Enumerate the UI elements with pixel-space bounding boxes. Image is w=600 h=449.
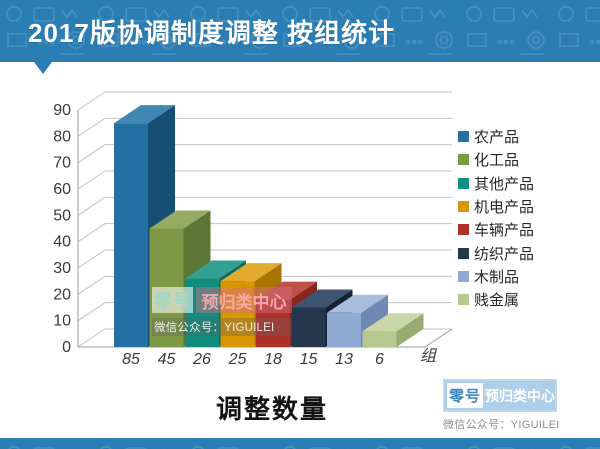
footer-strip bbox=[0, 438, 600, 449]
legend-item-贱金属: 贱金属 bbox=[458, 288, 534, 311]
bar-top-化工品 bbox=[149, 210, 211, 229]
bar-top-车辆产品 bbox=[256, 281, 317, 300]
x-value-label: 85 bbox=[122, 351, 140, 368]
legend-label: 贱金属 bbox=[474, 292, 520, 310]
corner-logo-caption: 微信公众号：YIGUILEI bbox=[443, 419, 560, 431]
gridline-depth-tick bbox=[77, 249, 106, 269]
legend-swatch bbox=[458, 154, 469, 166]
y-tick-label: 90 bbox=[53, 102, 71, 119]
watermark-caption: 微信公众号：YIGUILEI bbox=[152, 318, 292, 336]
gridline-depth-tick bbox=[77, 328, 106, 348]
bar-top-农产品 bbox=[114, 105, 175, 124]
corner-logo: 零号 预归类中心 bbox=[443, 379, 557, 412]
legend-item-其他产品: 其他产品 bbox=[458, 172, 534, 195]
legend-item-机电产品: 机电产品 bbox=[458, 195, 534, 218]
y-tick-label: 10 bbox=[53, 313, 71, 330]
gridline-depth-tick bbox=[77, 117, 106, 137]
y-tick-label: 50 bbox=[53, 207, 71, 224]
bar-农产品 bbox=[114, 123, 148, 347]
bar-木制品 bbox=[327, 312, 361, 347]
y-tick-label: 80 bbox=[53, 128, 71, 145]
legend-item-车辆产品: 车辆产品 bbox=[458, 218, 534, 241]
chart-legend: 农产品化工品其他产品机电产品车辆产品纺织产品木制品贱金属 bbox=[458, 125, 534, 311]
legend-swatch bbox=[458, 201, 469, 213]
gridline-depth-tick bbox=[77, 275, 106, 295]
gridline-depth-tick bbox=[77, 302, 106, 322]
legend-item-化工品: 化工品 bbox=[458, 148, 534, 171]
x-value-label: 18 bbox=[264, 351, 282, 368]
bar-车辆产品 bbox=[256, 299, 290, 347]
x-value-label: 6 bbox=[375, 351, 384, 368]
watermark-badge-secondary: 预归类中心 bbox=[196, 287, 292, 313]
legend-label: 机电产品 bbox=[474, 199, 535, 217]
legend-swatch bbox=[458, 131, 469, 143]
bar-top-纺织产品 bbox=[291, 289, 353, 308]
legend-swatch bbox=[458, 224, 469, 236]
bar-纺织产品 bbox=[291, 307, 326, 347]
legend-swatch bbox=[458, 177, 469, 189]
watermark-badge-primary: 零号 bbox=[152, 287, 193, 313]
page-title: 2017版协调制度调整 按组统计 bbox=[28, 17, 396, 48]
legend-swatch bbox=[458, 294, 469, 306]
legend-label: 化工品 bbox=[474, 152, 520, 170]
legend-label: 农产品 bbox=[474, 129, 520, 147]
banner-doodle-pattern bbox=[0, 0, 600, 62]
legend-item-纺织产品: 纺织产品 bbox=[458, 241, 534, 264]
legend-item-农产品: 农产品 bbox=[458, 125, 534, 148]
y-tick-label: 20 bbox=[53, 286, 71, 303]
chart-watermark: 零号 预归类中心 微信公众号：YIGUILEI bbox=[152, 287, 292, 336]
x-value-label: 25 bbox=[228, 351, 247, 368]
y-tick-label: 70 bbox=[53, 155, 71, 172]
bar-top-其他产品 bbox=[185, 260, 246, 279]
footer-doodle-pattern bbox=[0, 440, 600, 449]
axis-title: 调整数量 bbox=[215, 394, 328, 424]
floor-right-edge bbox=[424, 328, 453, 348]
y-tick-label: 0 bbox=[62, 339, 71, 356]
x-value-label: 13 bbox=[335, 351, 353, 368]
y-tick-label: 60 bbox=[53, 181, 71, 198]
legend-label: 车辆产品 bbox=[474, 222, 535, 240]
x-axis-unit-label: 组 bbox=[420, 347, 438, 365]
chart-watermark-badges: 零号 预归类中心 bbox=[152, 287, 292, 313]
gridline-depth-tick bbox=[77, 196, 106, 216]
x-value-label: 26 bbox=[192, 351, 211, 368]
bar-机电产品 bbox=[220, 281, 255, 347]
bar-贱金属 bbox=[362, 331, 397, 347]
bar-top-贱金属 bbox=[362, 313, 424, 332]
chart: 0 10 20 30 40 50 60 70 80 90 85 45 26 25 18 15 13 6 组 bbox=[30, 80, 470, 380]
bar-top-机电产品 bbox=[220, 263, 282, 282]
gridline-depth-tick bbox=[77, 170, 106, 190]
banner-pointer-arrow bbox=[34, 62, 52, 74]
y-tick-label: 30 bbox=[53, 260, 71, 277]
legend-label: 纺织产品 bbox=[474, 245, 535, 263]
legend-item-木制品: 木制品 bbox=[458, 265, 534, 288]
header-banner: 2017版协调制度调整 按组统计 bbox=[0, 0, 600, 62]
bar-top-木制品 bbox=[327, 294, 388, 313]
gridline-depth-tick bbox=[77, 144, 106, 164]
corner-logo-badge-primary: 零号 bbox=[447, 383, 483, 408]
gridline-depth-tick bbox=[77, 91, 106, 111]
bar-side-贱金属 bbox=[396, 313, 424, 347]
corner-logo-badge-secondary: 预归类中心 bbox=[485, 387, 555, 404]
legend-label: 其他产品 bbox=[474, 175, 535, 193]
x-value-label: 45 bbox=[158, 351, 176, 368]
legend-label: 木制品 bbox=[474, 268, 520, 286]
bar-chart-svg: 0 10 20 30 40 50 60 70 80 90 85 45 26 25 18 15 13 6 组 bbox=[53, 91, 453, 368]
gridline-depth-tick bbox=[77, 223, 106, 243]
x-value-label: 15 bbox=[300, 351, 318, 368]
legend-swatch bbox=[458, 247, 469, 259]
y-tick-label: 40 bbox=[53, 234, 71, 251]
legend-swatch bbox=[458, 270, 469, 282]
